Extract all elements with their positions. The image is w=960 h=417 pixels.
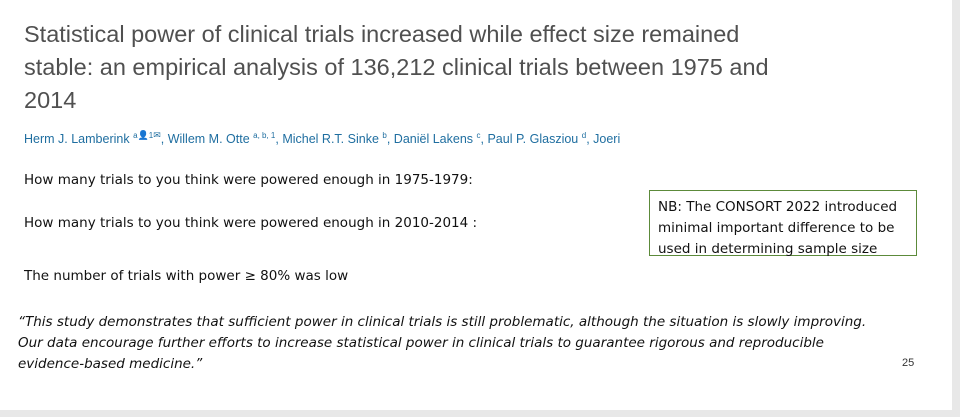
- author-affiliation: d: [581, 131, 587, 140]
- author-name[interactable]: Willem M. Otte: [167, 132, 250, 147]
- envelope-icon[interactable]: ✉: [153, 130, 161, 140]
- study-quote: “This study demonstrates that sufficient…: [18, 314, 867, 372]
- author-list: Herm J. Lamberink a👤1✉, Willem M. Otte a…: [24, 130, 621, 147]
- author-name[interactable]: Herm J. Lamberink: [24, 132, 130, 147]
- question-2010: How many trials to you think were powere…: [24, 215, 478, 231]
- page-number: 25: [902, 357, 915, 369]
- author-name[interactable]: Paul P. Glasziou: [487, 132, 579, 147]
- author-affiliation: a, b, 1: [253, 131, 276, 140]
- author-affiliation: c: [476, 131, 481, 140]
- author-name[interactable]: Michel R.T. Sinke: [282, 132, 379, 147]
- slide: Statistical power of clinical trials inc…: [0, 0, 952, 410]
- nb-note-box: NB: The CONSORT 2022 introduced minimal …: [649, 190, 917, 257]
- paper-title: Statistical power of clinical trials inc…: [24, 21, 769, 113]
- author-affiliation: 1: [148, 131, 154, 140]
- question-1975: How many trials to you think were powere…: [24, 172, 473, 188]
- person-icon: 👤: [137, 130, 149, 140]
- author-name[interactable]: Daniël Lakens: [393, 132, 474, 147]
- author-name[interactable]: Joeri: [593, 132, 621, 147]
- statement-power: The number of trials with power ≥ 80% wa…: [24, 268, 349, 284]
- author-affiliation: a: [133, 131, 138, 140]
- author-affiliation: b: [382, 131, 387, 140]
